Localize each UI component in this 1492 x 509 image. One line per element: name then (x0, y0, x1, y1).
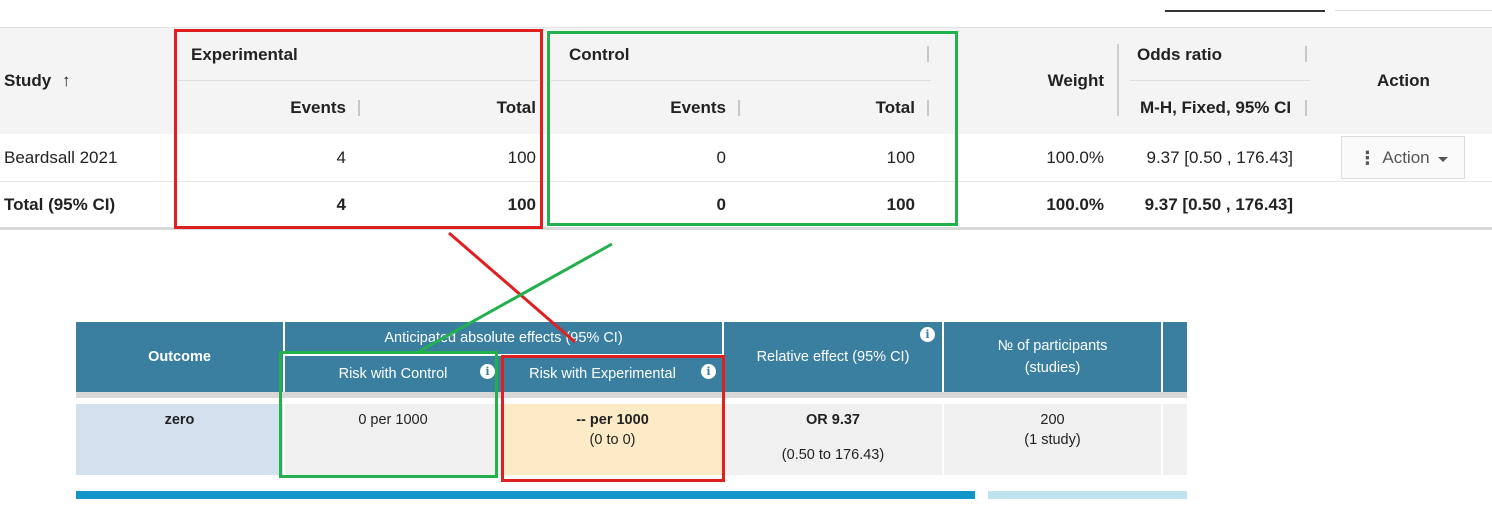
sof-risk-control-cell[interactable]: 0 per 1000 (285, 404, 501, 475)
total-exp-total: 100 (507, 195, 536, 214)
info-icon[interactable]: i (701, 364, 716, 379)
odds-ratio-value: 9.37 [0.50 , 176.43] (1146, 148, 1293, 167)
weight-value: 100.0% (1046, 148, 1104, 167)
tab-underline (1165, 10, 1325, 12)
risk-control-label: Risk with Control (338, 366, 448, 382)
column-resizer[interactable] (738, 100, 740, 116)
total-weight: 100.0% (1046, 195, 1104, 214)
total-odds-ratio: 9.37 [0.50 , 176.43] (1144, 195, 1293, 214)
column-resizer[interactable] (358, 100, 360, 116)
ctrl-total-value[interactable]: 100 (886, 148, 915, 167)
caret-down-icon (1437, 156, 1448, 162)
column-header-weight[interactable]: Weight (1047, 71, 1104, 90)
sof-header-outcome: Outcome (76, 322, 283, 392)
green-connector-line (417, 242, 613, 354)
risk-control-value: 0 per 1000 (358, 412, 428, 428)
participants-label: № of participants (997, 338, 1108, 354)
header-divider (1130, 80, 1310, 81)
kebab-icon: ⋮ (1358, 147, 1377, 168)
sof-relative-effect-cell[interactable]: OR 9.37 (0.50 to 176.43) (724, 404, 942, 475)
sof-header-risk-control: Risk with Control (285, 356, 501, 392)
total-ctrl-events: 0 (716, 195, 726, 214)
sof-overflow-cell (1163, 404, 1187, 475)
review-table-header (0, 27, 1492, 136)
sof-header-relative-effect: Relative effect (95% CI) (724, 322, 942, 392)
sof-header-anticipated: Anticipated absolute effects (95% CI) (285, 322, 722, 354)
column-header-exp-events[interactable]: Events (290, 98, 346, 117)
info-icon[interactable]: i (480, 364, 495, 379)
group-header-experimental: Experimental (191, 45, 298, 64)
header-divider (76, 392, 1187, 398)
outcome-name: zero (164, 412, 195, 428)
exp-events-value[interactable]: 4 (336, 148, 346, 167)
column-resizer[interactable] (927, 46, 929, 62)
column-header-exp-total[interactable]: Total (496, 98, 536, 117)
column-resizer[interactable] (1305, 100, 1307, 116)
column-resizer[interactable] (1117, 44, 1119, 116)
ctrl-events-value[interactable]: 0 (716, 148, 726, 167)
header-divider (551, 80, 931, 81)
sof-risk-experimental-cell[interactable]: -- per 1000 (0 to 0) (503, 404, 722, 475)
relative-effect-value: OR 9.37 (806, 412, 860, 428)
study-header-label: Study (4, 71, 52, 90)
sof-header-participants: № of participants (studies) (944, 322, 1161, 392)
exp-total-value[interactable]: 100 (507, 148, 536, 167)
column-header-study[interactable]: Study ↑ (4, 71, 70, 91)
red-connector-line (448, 231, 576, 344)
total-exp-events: 4 (336, 195, 346, 214)
sof-header-overflow (1163, 322, 1187, 392)
column-header-ctrl-events[interactable]: Events (670, 98, 726, 117)
sort-ascending-icon[interactable]: ↑ (61, 71, 71, 90)
total-row (0, 182, 1492, 230)
odds-ratio-method: M-H, Fixed, 95% CI (1140, 98, 1292, 117)
info-icon[interactable]: i (920, 327, 935, 342)
risk-experimental-label: Risk with Experimental (529, 366, 676, 382)
sof-outcome-cell[interactable]: zero (76, 404, 283, 475)
total-label: Total (95% CI) (4, 195, 116, 214)
header-divider (178, 80, 538, 81)
studies-label: (studies) (1024, 360, 1081, 376)
column-header-action: Action (1377, 71, 1430, 90)
total-ctrl-total: 100 (886, 195, 915, 214)
tab-divider (1335, 10, 1492, 11)
secondary-bar[interactable] (988, 491, 1187, 499)
relative-effect-ci: (0.50 to 176.43) (781, 447, 885, 463)
risk-experimental-value: -- per 1000 (576, 412, 649, 428)
risk-experimental-ci: (0 to 0) (589, 432, 636, 448)
column-header-ctrl-total[interactable]: Total (875, 98, 915, 117)
primary-bar[interactable] (76, 491, 975, 499)
table-row (0, 134, 1492, 182)
sof-header-risk-experimental: Risk with Experimental (503, 356, 722, 392)
column-header-odds-ratio[interactable]: Odds ratio (1137, 45, 1223, 64)
participants-value: 200 (1040, 412, 1065, 428)
sof-participants-cell[interactable]: 200 (1 study) (944, 404, 1161, 475)
action-dropdown-button[interactable]: ⋮ Action (1341, 136, 1465, 179)
group-header-control: Control (569, 45, 630, 64)
column-resizer[interactable] (1305, 46, 1307, 62)
column-resizer[interactable] (927, 100, 929, 116)
study-name[interactable]: Beardsall 2021 (4, 148, 118, 167)
studies-value: (1 study) (1024, 432, 1081, 448)
action-button-label: Action (1382, 147, 1430, 167)
